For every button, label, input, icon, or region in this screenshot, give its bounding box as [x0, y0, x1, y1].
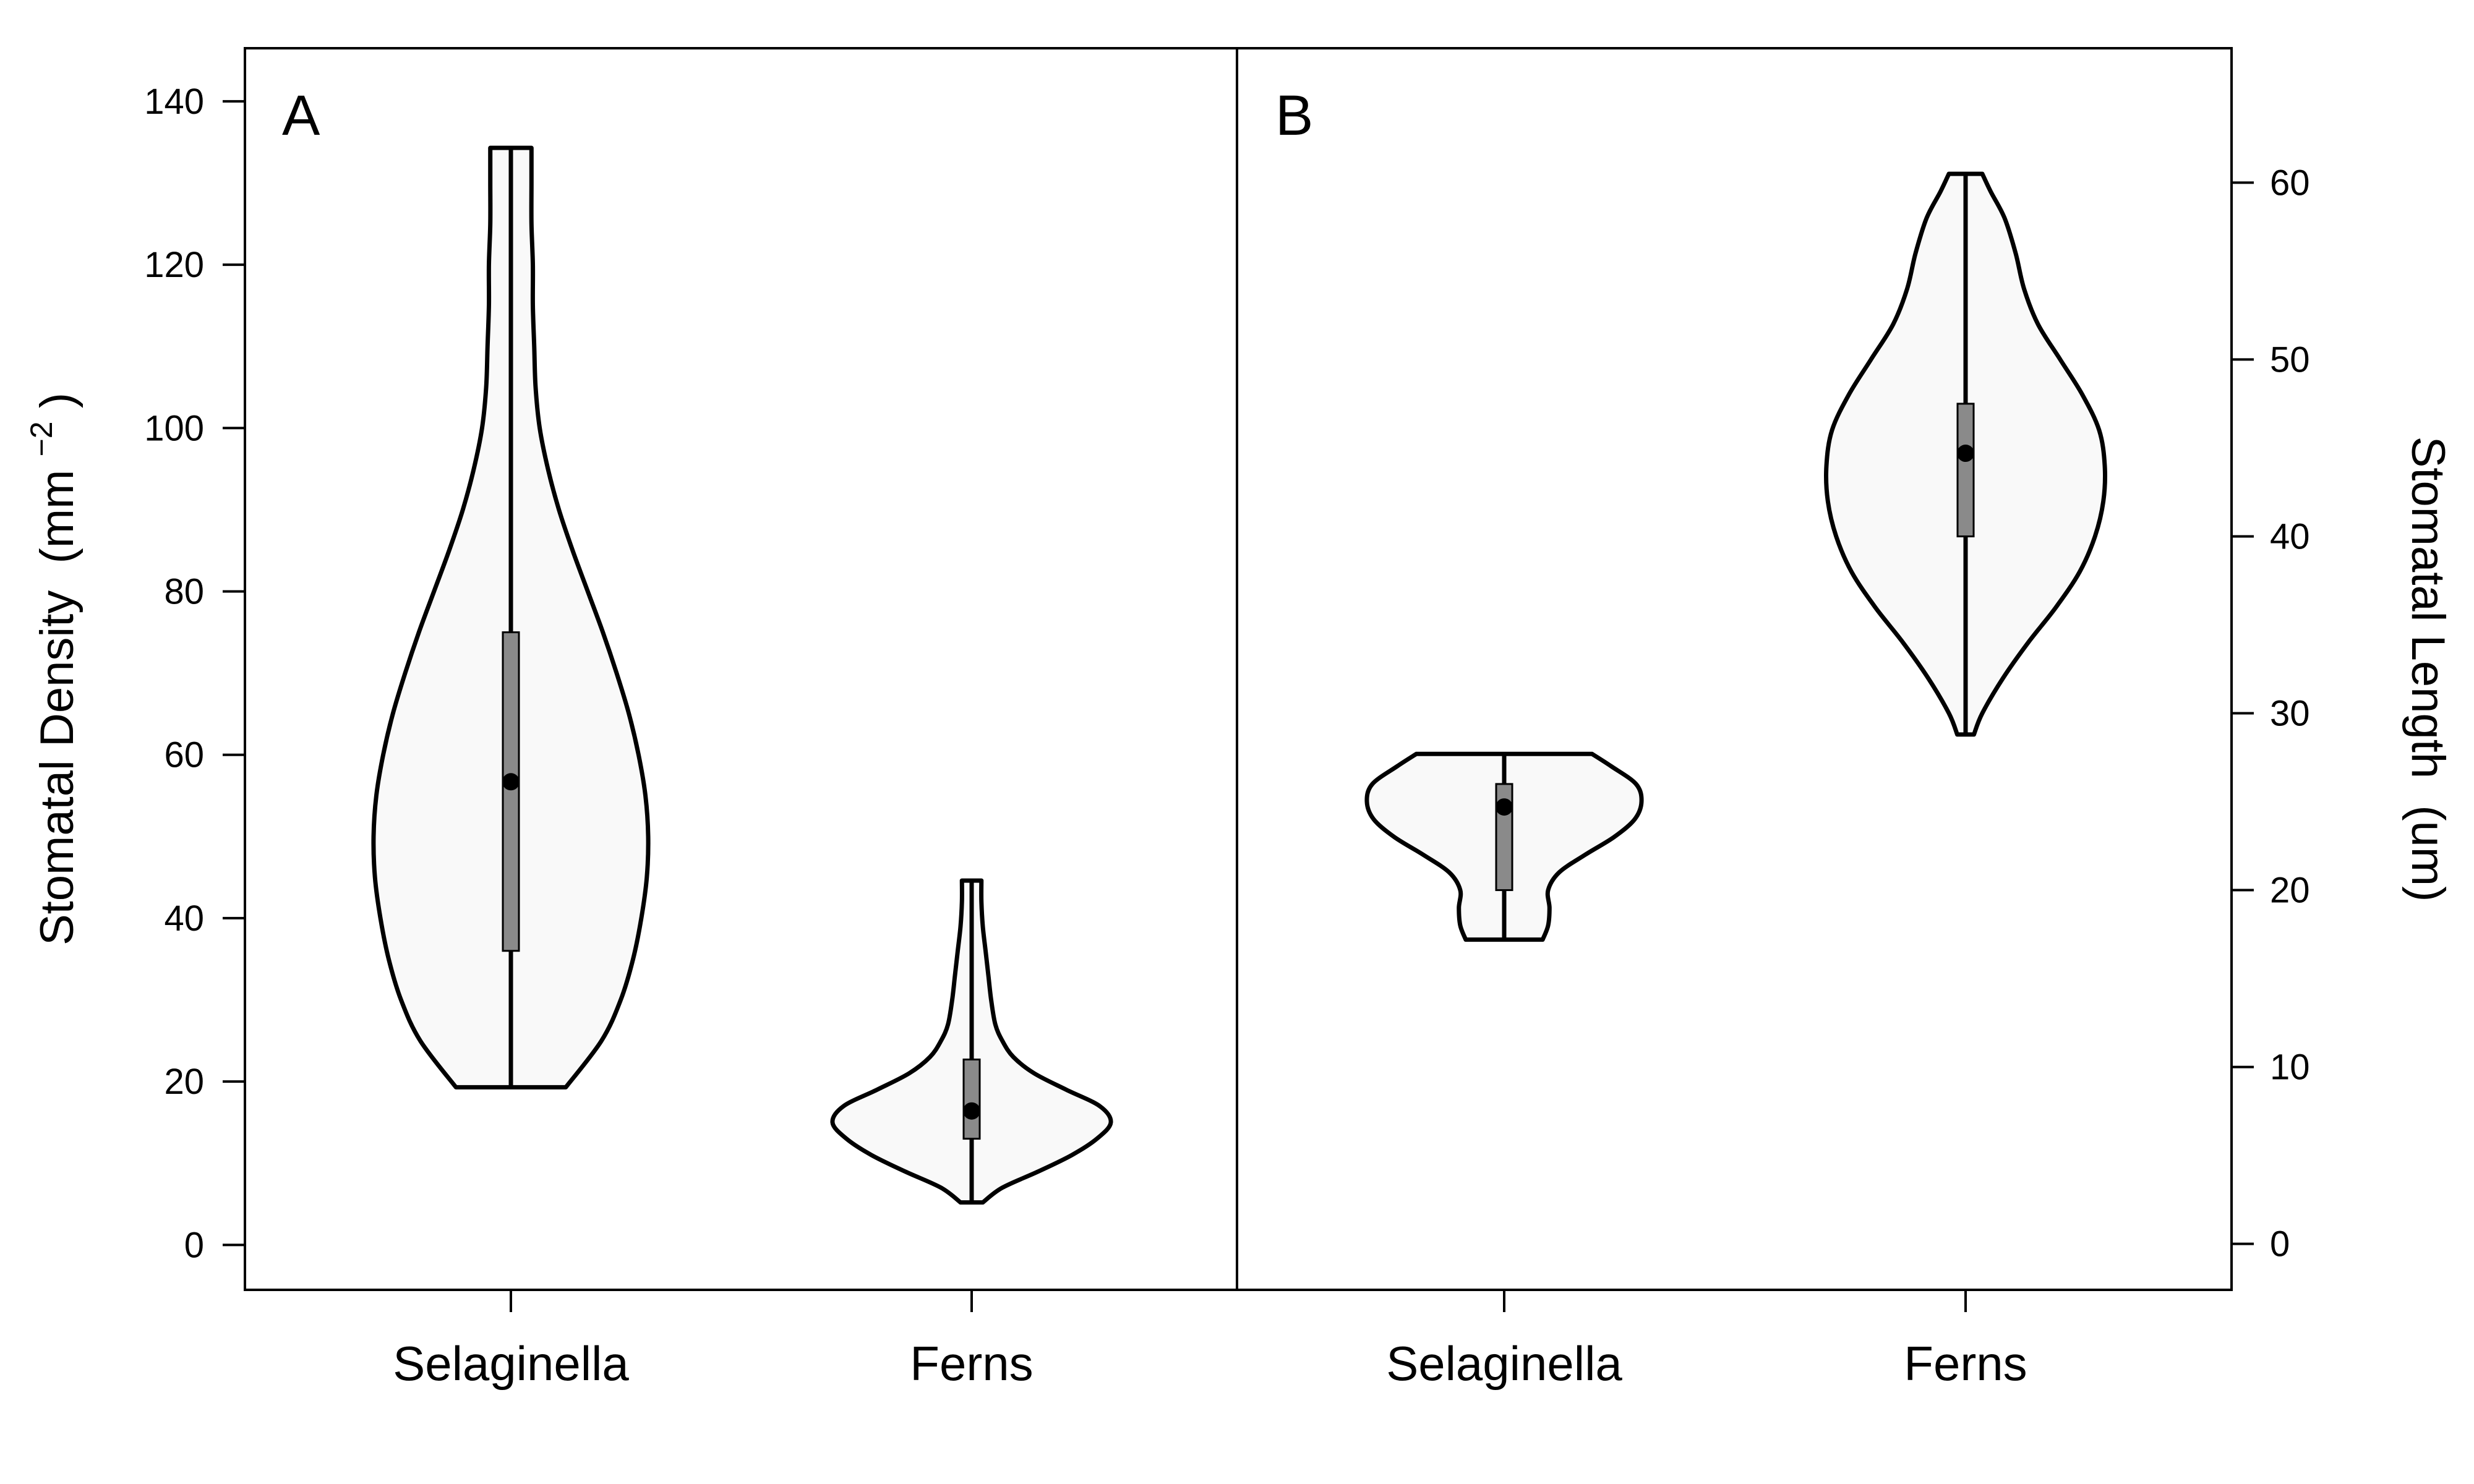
violins: [371, 145, 2107, 1205]
violin-group: [1824, 171, 2107, 737]
panel-a-letter: A: [282, 84, 320, 147]
y-tick-label: 140: [144, 82, 204, 122]
violin-group: [371, 145, 651, 1090]
violin-group: [830, 878, 1113, 1205]
x-category-label: Selaginella: [1386, 1336, 1622, 1391]
y-tick-label: 60: [164, 735, 204, 775]
y-tick-label: 80: [164, 572, 204, 612]
y-tick-label: 10: [2270, 1047, 2310, 1088]
y-tick-label: 0: [184, 1225, 204, 1265]
panel-b-letter: B: [1275, 84, 1313, 147]
y-tick-label: 30: [2270, 694, 2310, 734]
left-y-axis-unit-close: ): [31, 393, 83, 408]
right-y-axis-unit: (um): [2402, 805, 2454, 902]
violin-iqr-box: [962, 1058, 981, 1140]
left-y-axis-unit-exponent: −2: [24, 421, 59, 456]
panel-b-frame: [1236, 47, 2233, 1291]
axis-ticks: 0 20 40 60 80 100 120 140 Selaginella Ferns 0 10 20 3…: [144, 82, 2309, 1391]
right-y-axis-title: Stomatal Length (um): [2402, 437, 2454, 902]
y-tick-label: 100: [144, 408, 204, 448]
y-tick-label: 120: [144, 245, 204, 285]
x-category-label: Selaginella: [393, 1336, 629, 1391]
y-tick-label: 20: [164, 1062, 204, 1102]
y-tick-label: 40: [164, 898, 204, 939]
left-y-axis-unit: (mm: [31, 470, 83, 564]
violin-median-dot: [1957, 445, 1974, 463]
y-tick-label: 60: [2270, 163, 2310, 203]
violin-iqr-box: [1956, 403, 1975, 537]
violin-median-dot: [1496, 798, 1513, 816]
left-y-axis-title: Stomatal Density (mm −2 ): [10, 393, 83, 945]
violin-median-dot: [963, 1102, 980, 1120]
y-tick-label: 20: [2270, 871, 2310, 911]
y-tick-label: 0: [2270, 1224, 2290, 1264]
violin-group: [1364, 751, 1644, 942]
right-y-axis-title-text: Stomatal Length: [2402, 437, 2454, 779]
violin-iqr-box: [502, 631, 520, 952]
x-category-label: Ferns: [1904, 1336, 2027, 1391]
y-tick-label: 50: [2270, 339, 2310, 380]
left-y-axis-title-text: Stomatal Density: [31, 591, 83, 945]
y-tick-label: 40: [2270, 516, 2310, 556]
violin-median-dot: [502, 773, 520, 791]
x-category-label: Ferns: [910, 1336, 1033, 1391]
